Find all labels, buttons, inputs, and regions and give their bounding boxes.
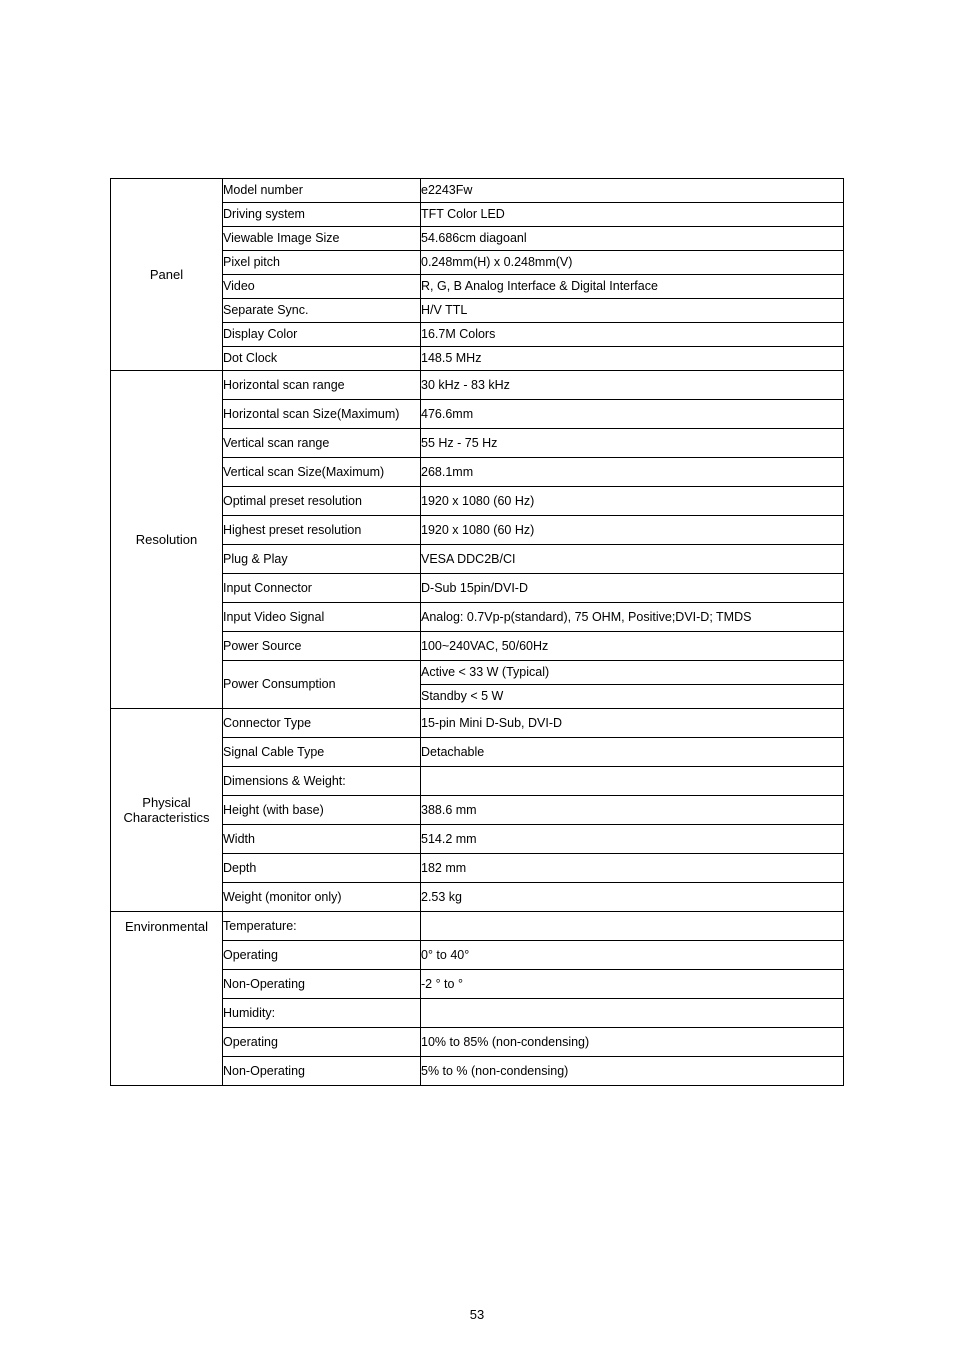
row-value: 148.5 MHz	[421, 347, 844, 371]
row-value: 268.1mm	[421, 458, 844, 487]
row-label: Connector Type	[223, 709, 421, 738]
row-label: Humidity:	[223, 999, 421, 1028]
row-label: Highest preset resolution	[223, 516, 421, 545]
row-label: Width	[223, 825, 421, 854]
row-value: R, G, B Analog Interface & Digital Inter…	[421, 275, 844, 299]
row-value: TFT Color LED	[421, 203, 844, 227]
row-label: Power Source	[223, 632, 421, 661]
row-value: VESA DDC2B/CI	[421, 545, 844, 574]
row-value: 54.686cm diagoanl	[421, 227, 844, 251]
row-label: Pixel pitch	[223, 251, 421, 275]
row-label: Horizontal scan Size(Maximum)	[223, 400, 421, 429]
page-number: 53	[0, 1307, 954, 1322]
row-label: Model number	[223, 179, 421, 203]
row-label: Input Connector	[223, 574, 421, 603]
category-physical: Physical Characteristics	[111, 709, 223, 912]
row-value: 15-pin Mini D-Sub, DVI-D	[421, 709, 844, 738]
row-label: Weight (monitor only)	[223, 883, 421, 912]
category-environmental: Environmental	[111, 912, 223, 1086]
row-label: Video	[223, 275, 421, 299]
row-value: 5% to % (non-condensing)	[421, 1057, 844, 1086]
row-label: Dimensions & Weight:	[223, 767, 421, 796]
row-label: Optimal preset resolution	[223, 487, 421, 516]
row-value	[421, 999, 844, 1028]
row-value: 30 kHz - 83 kHz	[421, 371, 844, 400]
row-label: Dot Clock	[223, 347, 421, 371]
row-label: Plug & Play	[223, 545, 421, 574]
row-value: 388.6 mm	[421, 796, 844, 825]
spec-page: Panel Model number e2243Fw Driving syste…	[0, 0, 954, 1086]
row-value	[421, 912, 844, 941]
row-value: 0° to 40°	[421, 941, 844, 970]
row-value: 514.2 mm	[421, 825, 844, 854]
row-label: Vertical scan Size(Maximum)	[223, 458, 421, 487]
row-value: Analog: 0.7Vp-p(standard), 75 OHM, Posit…	[421, 603, 844, 632]
row-value: 16.7M Colors	[421, 323, 844, 347]
row-label: Display Color	[223, 323, 421, 347]
row-value: Active < 33 W (Typical)	[421, 661, 844, 685]
row-value: 1920 x 1080 (60 Hz)	[421, 487, 844, 516]
row-value: 1920 x 1080 (60 Hz)	[421, 516, 844, 545]
row-label: Operating	[223, 941, 421, 970]
spec-table: Panel Model number e2243Fw Driving syste…	[110, 178, 844, 1086]
row-label: Operating	[223, 1028, 421, 1057]
row-value: 10% to 85% (non-condensing)	[421, 1028, 844, 1057]
row-label: Power Consumption	[223, 661, 421, 709]
row-value: 55 Hz - 75 Hz	[421, 429, 844, 458]
row-label: Height (with base)	[223, 796, 421, 825]
row-label: Non-Operating	[223, 1057, 421, 1086]
category-panel: Panel	[111, 179, 223, 371]
row-value: Standby < 5 W	[421, 685, 844, 709]
row-value: D-Sub 15pin/DVI-D	[421, 574, 844, 603]
row-value: 0.248mm(H) x 0.248mm(V)	[421, 251, 844, 275]
row-label: Depth	[223, 854, 421, 883]
row-label: Viewable Image Size	[223, 227, 421, 251]
row-value: 2.53 kg	[421, 883, 844, 912]
row-value: Detachable	[421, 738, 844, 767]
row-value: 476.6mm	[421, 400, 844, 429]
row-label: Horizontal scan range	[223, 371, 421, 400]
row-value: 100~240VAC, 50/60Hz	[421, 632, 844, 661]
row-label: Non-Operating	[223, 970, 421, 999]
row-label: Signal Cable Type	[223, 738, 421, 767]
category-resolution: Resolution	[111, 371, 223, 709]
row-label: Separate Sync.	[223, 299, 421, 323]
row-label: Driving system	[223, 203, 421, 227]
row-value: -2 ° to °	[421, 970, 844, 999]
row-value: H/V TTL	[421, 299, 844, 323]
row-label: Input Video Signal	[223, 603, 421, 632]
row-value: e2243Fw	[421, 179, 844, 203]
row-value: 182 mm	[421, 854, 844, 883]
row-value	[421, 767, 844, 796]
row-label: Temperature:	[223, 912, 421, 941]
row-label: Vertical scan range	[223, 429, 421, 458]
